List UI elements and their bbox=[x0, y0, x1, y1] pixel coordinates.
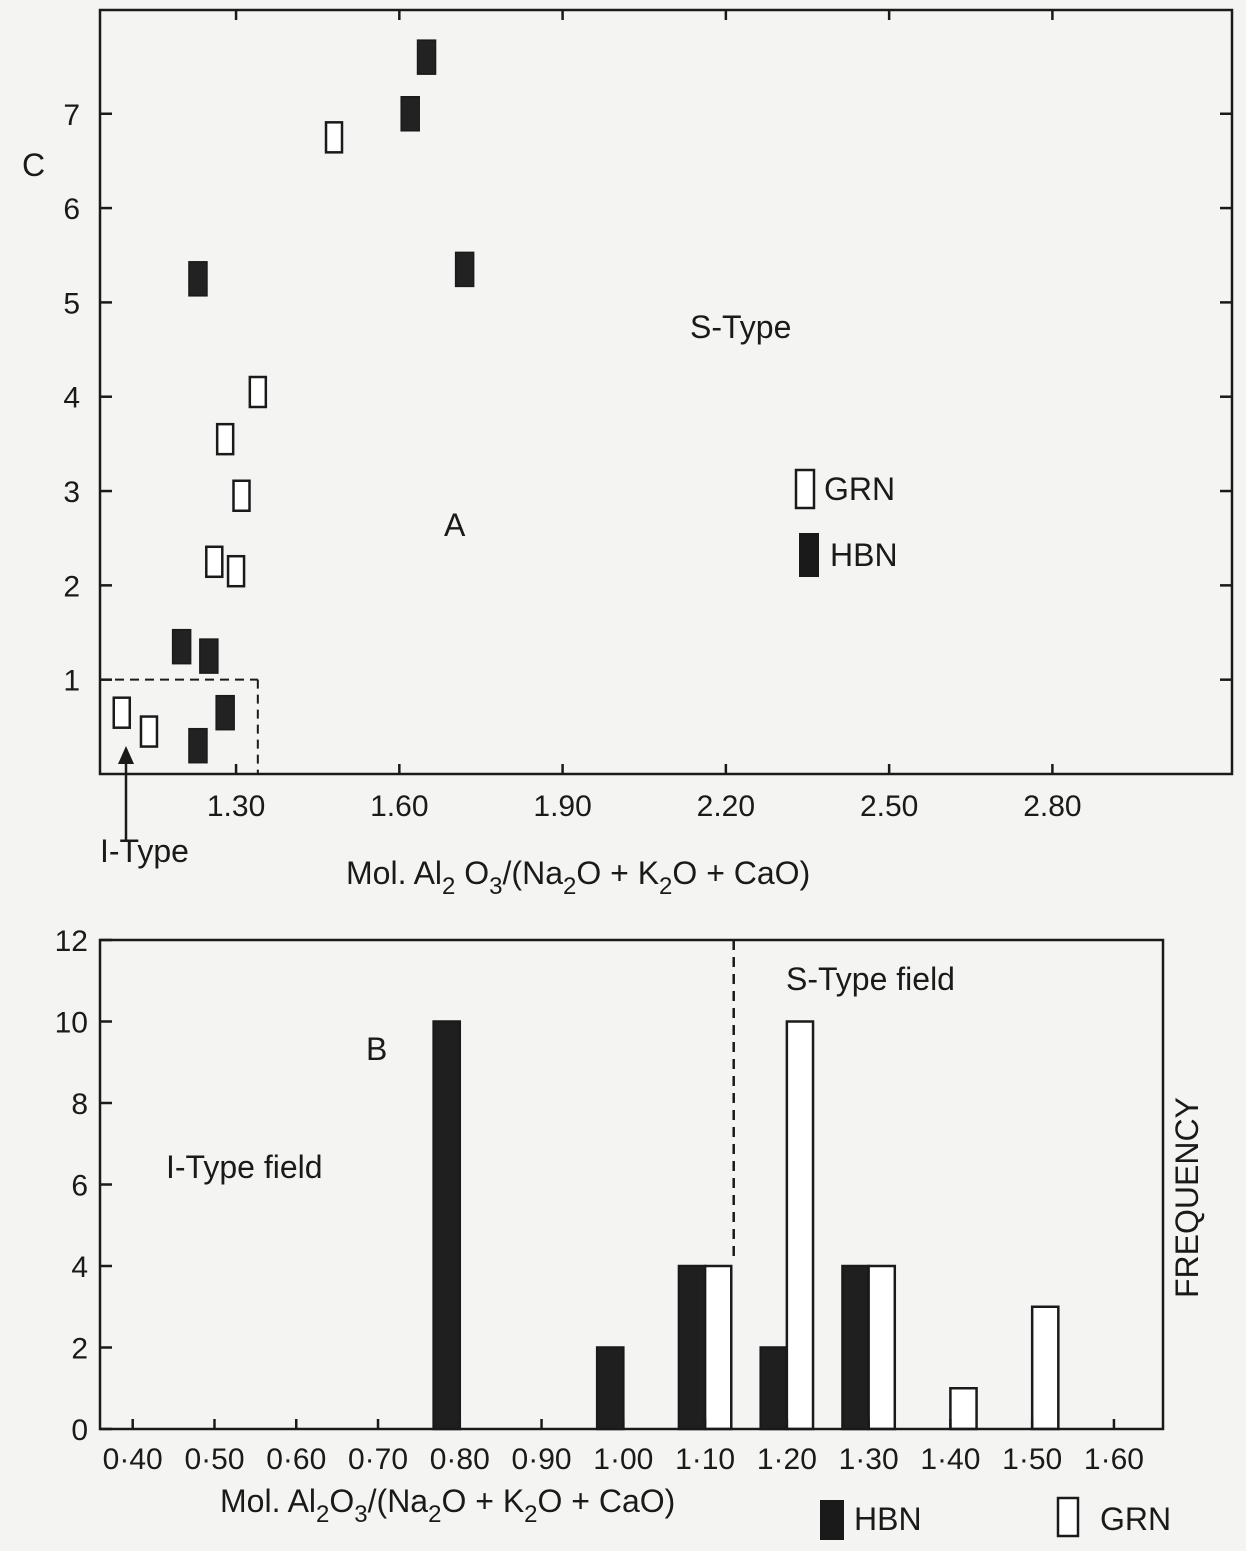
panel-b-x-tick-label: 1·60 bbox=[1084, 1443, 1144, 1476]
s-type-field-annotation: S-Type field bbox=[786, 961, 955, 997]
hbn-bar bbox=[432, 1020, 462, 1431]
panel-a-frame bbox=[98, 8, 1234, 776]
legend-b-hbn-label: HBN bbox=[854, 1501, 922, 1537]
panel-a-xlabel: Mol. Al2 O3/(Na2O + K2O + CaO) bbox=[346, 855, 810, 900]
panel-b-x-tick-label: 0·90 bbox=[512, 1443, 572, 1476]
grn-point bbox=[226, 554, 246, 588]
panel-b-x-tick-label: 0·60 bbox=[266, 1443, 326, 1476]
hbn-point bbox=[188, 261, 208, 297]
grn-point bbox=[232, 479, 251, 513]
panel-b-bars bbox=[432, 1020, 1060, 1431]
legend-b-grn-marker bbox=[1056, 1496, 1080, 1538]
legend-a-hbn-label: HBN bbox=[830, 537, 898, 573]
legend-a-hbn-marker bbox=[799, 533, 819, 577]
grn-point bbox=[112, 696, 132, 729]
panel-a-y-tick-label: 6 bbox=[63, 193, 80, 226]
hbn-bar bbox=[595, 1346, 625, 1431]
hbn-point bbox=[171, 628, 192, 665]
hbn-bar bbox=[841, 1264, 870, 1431]
panel-a-x-tick-label: 1.60 bbox=[370, 790, 428, 823]
panel-b-y-tick-label: 6 bbox=[71, 1170, 88, 1203]
panel-b-histogram: 0·40 0·50 0·60 0·70 0·80 0·90 1·00 1·10 1·20 1·30… bbox=[55, 925, 1205, 1540]
grn-point bbox=[139, 715, 159, 748]
panel-a-x-tick-label: 2.80 bbox=[1023, 790, 1081, 823]
panel-b-x-tick-label: 0·50 bbox=[184, 1443, 244, 1476]
panel-b-x-tick-label: 1·00 bbox=[593, 1443, 653, 1476]
i-type-dashed-box bbox=[100, 678, 259, 774]
panel-a-x-tick-label: 1.90 bbox=[533, 790, 591, 823]
panel-a-y-tick-label: 5 bbox=[63, 287, 80, 320]
panel-a-x-tick-label: 1.30 bbox=[207, 790, 265, 823]
hbn-bar bbox=[677, 1264, 707, 1431]
grn-point bbox=[248, 375, 268, 409]
panel-b-y-tick-label: 10 bbox=[55, 1007, 88, 1040]
panel-b-x-tick-label: 1·30 bbox=[839, 1443, 899, 1476]
panel-b-y-tick-label: 12 bbox=[55, 925, 88, 958]
i-type-arrow-head bbox=[118, 746, 134, 764]
hbn-point bbox=[188, 727, 208, 764]
panel-a-y-tick-label: 2 bbox=[63, 570, 80, 603]
grn-point bbox=[205, 545, 224, 579]
panel-b-x-ticks: 0·40 0·50 0·60 0·70 0·80 0·90 1·00 1·10 1·20 1·30… bbox=[103, 1419, 1144, 1476]
panel-b-x-tick-label: 0·80 bbox=[430, 1443, 490, 1476]
grn-bar bbox=[867, 1264, 897, 1431]
hbn-bar bbox=[759, 1346, 789, 1431]
legend-a-grn-marker bbox=[794, 468, 816, 510]
hbn-point bbox=[400, 96, 420, 132]
hbn-point bbox=[215, 694, 235, 731]
hbn-point bbox=[454, 251, 475, 288]
panel-b-y-tick-label: 2 bbox=[71, 1333, 88, 1366]
panel-b-y-tick-label: 0 bbox=[71, 1414, 88, 1447]
i-type-annotation: I-Type bbox=[100, 833, 189, 869]
grn-point bbox=[215, 422, 235, 456]
legend-b-hbn-marker bbox=[820, 1500, 844, 1540]
legend-b-grn-label: GRN bbox=[1100, 1501, 1171, 1537]
panel-b-xlabel: Mol. Al2O3/(Na2O + K2O + CaO) bbox=[220, 1483, 675, 1528]
panel-a-scatter: 1.30 1.60 1.90 2.20 2.50 2.80 1 2 3 4 5 6 7 C A S-T… bbox=[22, 8, 1234, 900]
panel-a-ylabel: C bbox=[22, 147, 45, 183]
panel-a-y-tick-label: 4 bbox=[63, 382, 80, 415]
panel-a-x-tick-label: 2.20 bbox=[697, 790, 755, 823]
i-type-field-annotation: I-Type field bbox=[166, 1149, 323, 1185]
panel-b-y-tick-label: 8 bbox=[71, 1088, 88, 1121]
grn-bar bbox=[703, 1264, 733, 1431]
panel-a-x-ticks: 1.30 1.60 1.90 2.20 2.50 2.80 bbox=[207, 10, 1082, 823]
grn-bar bbox=[949, 1387, 978, 1431]
panel-b-ylabel: FREQUENCY bbox=[1169, 1097, 1205, 1298]
panel-b-x-tick-label: 1·50 bbox=[1002, 1443, 1062, 1476]
legend-a-grn-label: GRN bbox=[824, 471, 895, 507]
grn-bar bbox=[785, 1020, 815, 1431]
grn-bar bbox=[1030, 1305, 1060, 1431]
panel-b-x-tick-label: 1·10 bbox=[675, 1443, 735, 1476]
panel-b-x-tick-label: 0·40 bbox=[103, 1443, 163, 1476]
grn-point bbox=[324, 121, 344, 154]
panel-a-y-tick-label: 3 bbox=[63, 476, 80, 509]
panel-a-x-tick-label: 2.50 bbox=[860, 790, 918, 823]
panel-b-x-tick-label: 0·70 bbox=[348, 1443, 408, 1476]
panel-b-x-tick-label: 1·20 bbox=[757, 1443, 817, 1476]
hbn-point bbox=[416, 39, 437, 75]
panel-a-y-ticks: 1 2 3 4 5 6 7 bbox=[63, 99, 1232, 698]
panel-a-label: A bbox=[444, 507, 466, 543]
panel-a-y-tick-label: 7 bbox=[63, 99, 80, 132]
panel-a-points bbox=[112, 39, 475, 764]
panel-b-label: B bbox=[366, 1031, 387, 1067]
panel-b-y-tick-label: 4 bbox=[71, 1251, 88, 1284]
panel-a-y-tick-label: 1 bbox=[63, 665, 80, 698]
hbn-point bbox=[199, 638, 219, 674]
panel-b-y-ticks: 0 2 4 6 8 10 12 bbox=[55, 925, 112, 1447]
s-type-annotation: S-Type bbox=[690, 309, 791, 345]
panel-b-x-tick-label: 1·40 bbox=[920, 1443, 980, 1476]
